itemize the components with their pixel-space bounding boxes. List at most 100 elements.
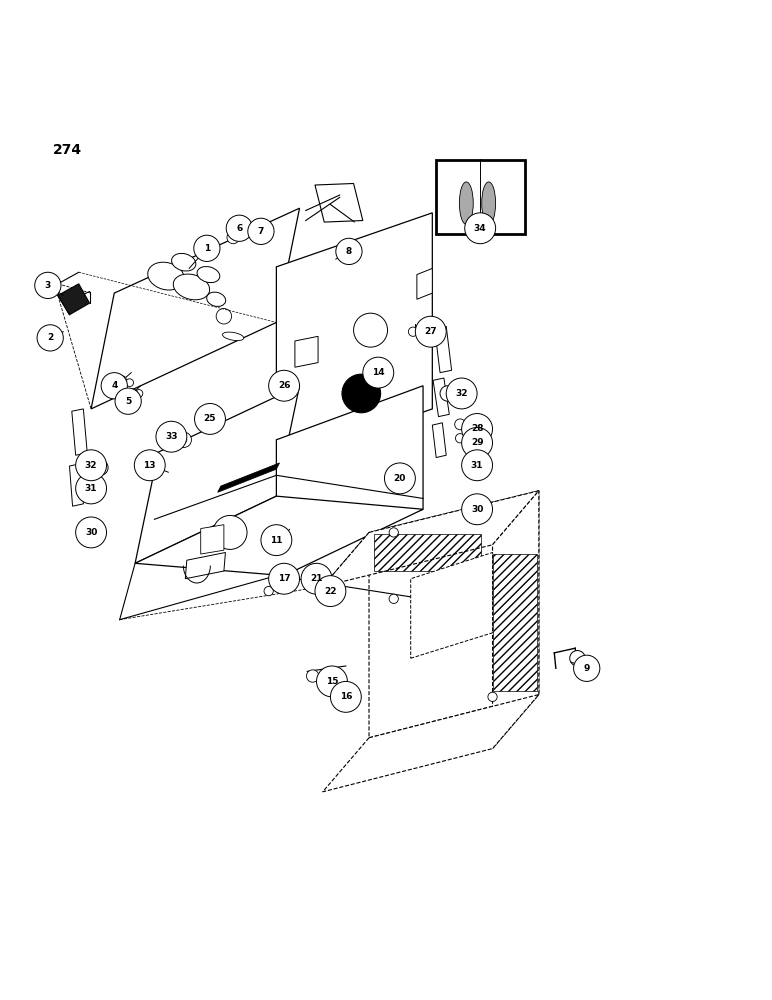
Ellipse shape — [197, 267, 220, 283]
Ellipse shape — [171, 253, 196, 271]
Circle shape — [462, 414, 493, 444]
Polygon shape — [218, 463, 279, 492]
Circle shape — [261, 525, 292, 556]
Circle shape — [216, 309, 232, 324]
Circle shape — [101, 373, 127, 399]
Circle shape — [330, 681, 361, 712]
Text: 274: 274 — [52, 143, 82, 157]
Polygon shape — [58, 284, 90, 315]
Circle shape — [455, 419, 466, 430]
Circle shape — [389, 594, 398, 603]
Polygon shape — [417, 268, 432, 299]
Circle shape — [462, 450, 493, 481]
Circle shape — [306, 670, 319, 682]
Ellipse shape — [173, 274, 210, 300]
Text: 15: 15 — [326, 677, 338, 686]
Polygon shape — [201, 525, 224, 554]
Circle shape — [248, 218, 274, 244]
Circle shape — [269, 370, 300, 401]
Circle shape — [342, 374, 381, 413]
Circle shape — [336, 238, 362, 265]
Circle shape — [354, 313, 388, 347]
Polygon shape — [276, 386, 423, 563]
Polygon shape — [315, 183, 363, 222]
Circle shape — [465, 213, 496, 244]
Polygon shape — [135, 496, 423, 576]
Text: 11: 11 — [270, 536, 283, 545]
Circle shape — [134, 450, 165, 481]
Circle shape — [317, 666, 347, 697]
Circle shape — [324, 681, 337, 693]
Circle shape — [278, 531, 290, 543]
Ellipse shape — [222, 332, 244, 341]
Polygon shape — [276, 213, 432, 463]
Text: 6: 6 — [236, 224, 242, 233]
Circle shape — [156, 421, 187, 452]
Circle shape — [195, 403, 225, 434]
Polygon shape — [91, 208, 300, 409]
Polygon shape — [411, 552, 493, 658]
Circle shape — [446, 378, 477, 409]
Circle shape — [37, 325, 63, 351]
Text: 27: 27 — [425, 327, 437, 336]
Circle shape — [440, 386, 455, 401]
Text: 14: 14 — [372, 368, 384, 377]
Text: 8: 8 — [346, 247, 352, 256]
Circle shape — [76, 517, 107, 548]
Circle shape — [312, 580, 324, 593]
Circle shape — [455, 434, 465, 443]
Ellipse shape — [459, 182, 473, 224]
Text: 13: 13 — [144, 461, 156, 470]
Circle shape — [462, 494, 493, 525]
Text: 3: 3 — [45, 281, 51, 290]
Text: 21: 21 — [310, 574, 323, 583]
Polygon shape — [72, 409, 87, 455]
Polygon shape — [432, 423, 446, 458]
Text: 5: 5 — [125, 397, 131, 406]
Circle shape — [389, 528, 398, 537]
Circle shape — [301, 563, 332, 594]
Text: 9: 9 — [584, 664, 590, 673]
Circle shape — [305, 566, 320, 581]
FancyBboxPatch shape — [436, 160, 525, 234]
Text: 7: 7 — [258, 227, 264, 236]
Text: 32: 32 — [455, 389, 468, 398]
Polygon shape — [493, 491, 539, 749]
Text: 30: 30 — [471, 505, 483, 514]
Circle shape — [408, 327, 418, 336]
Ellipse shape — [207, 292, 225, 306]
Text: 17: 17 — [278, 574, 290, 583]
Circle shape — [115, 388, 141, 414]
Text: 34: 34 — [474, 224, 486, 233]
Text: 4: 4 — [111, 381, 117, 390]
Ellipse shape — [147, 262, 185, 290]
Polygon shape — [185, 552, 225, 579]
Circle shape — [126, 379, 134, 387]
Circle shape — [181, 437, 187, 443]
Circle shape — [227, 231, 239, 244]
Text: 32: 32 — [85, 461, 97, 470]
Polygon shape — [369, 491, 539, 738]
Circle shape — [363, 357, 394, 388]
Text: 22: 22 — [324, 587, 337, 596]
Circle shape — [570, 651, 585, 666]
Circle shape — [176, 432, 191, 448]
Text: 31: 31 — [85, 484, 97, 493]
Circle shape — [194, 235, 220, 261]
Circle shape — [462, 427, 493, 458]
Text: 16: 16 — [340, 692, 352, 701]
Circle shape — [415, 316, 446, 347]
Circle shape — [315, 576, 346, 607]
Circle shape — [128, 389, 137, 398]
Polygon shape — [295, 336, 318, 367]
Polygon shape — [433, 378, 449, 417]
Circle shape — [213, 515, 247, 549]
Circle shape — [384, 463, 415, 494]
Circle shape — [226, 215, 252, 241]
Polygon shape — [435, 326, 452, 373]
Circle shape — [35, 272, 61, 299]
Text: 1: 1 — [204, 244, 210, 253]
Text: 2: 2 — [47, 333, 53, 342]
Circle shape — [117, 376, 127, 385]
Circle shape — [93, 460, 108, 475]
